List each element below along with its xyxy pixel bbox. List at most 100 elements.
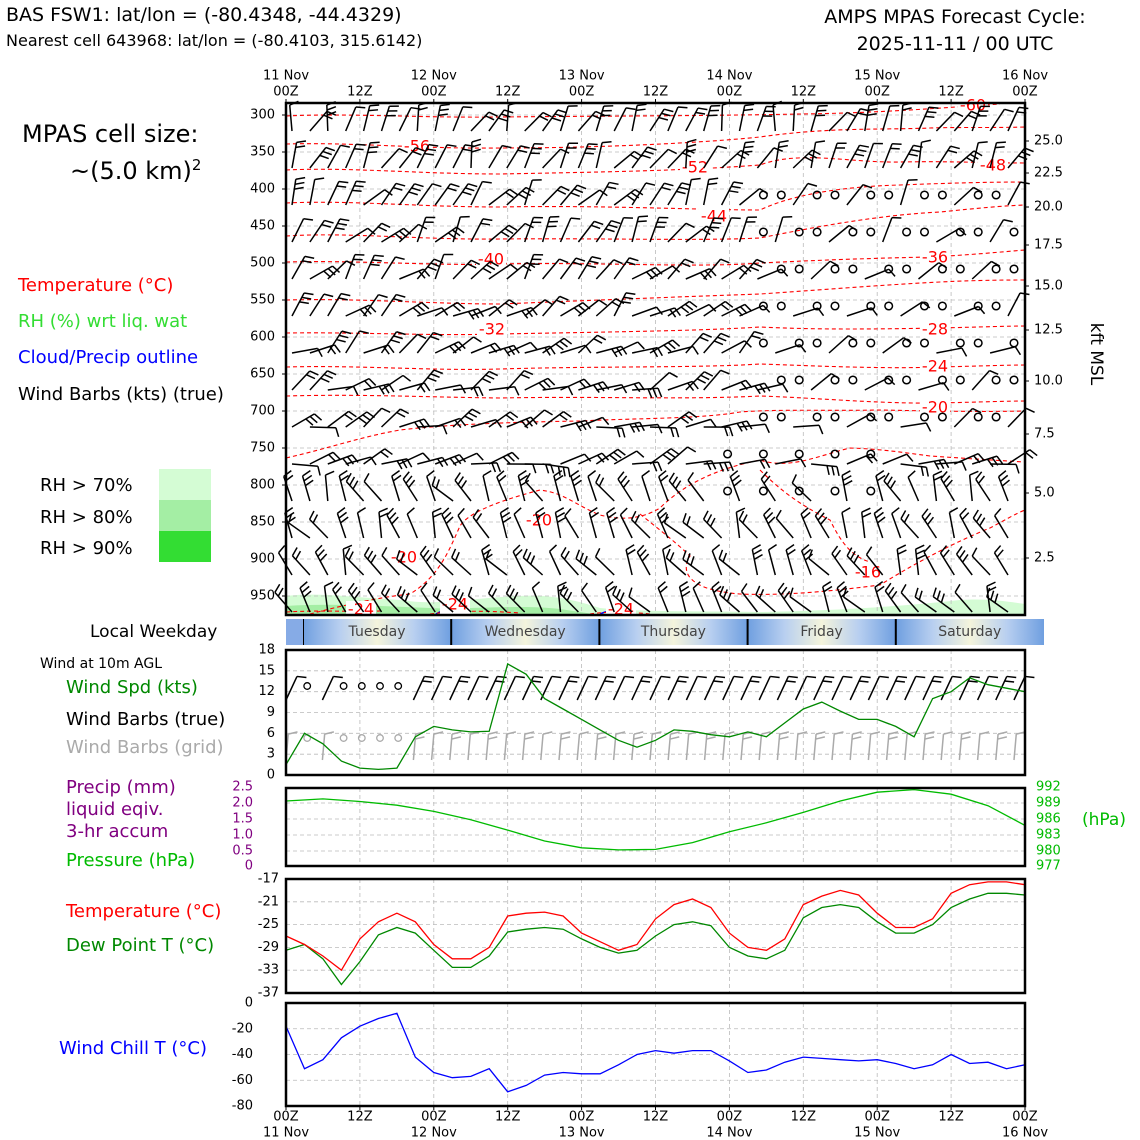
wind10m-grid-barb-flag bbox=[415, 736, 425, 740]
wind-barb-flag bbox=[662, 544, 672, 551]
wind-barb-flag bbox=[682, 513, 687, 523]
wind-barb-flag bbox=[655, 306, 664, 316]
wind-barb bbox=[739, 423, 766, 428]
wind10m-grid-barb-flag bbox=[797, 731, 808, 735]
wind-barb-flag bbox=[663, 108, 674, 113]
wind10m-grid-barb-flag bbox=[815, 736, 826, 740]
wind-barb-flag bbox=[994, 508, 1002, 517]
wind-barb-flag bbox=[327, 268, 336, 276]
wind-barb-flag bbox=[700, 374, 710, 381]
wind-barb bbox=[662, 549, 669, 576]
wind-barb-flag bbox=[709, 517, 716, 527]
weekday-label: Local Weekday bbox=[90, 622, 218, 642]
rh-70-swatch bbox=[159, 469, 211, 500]
wind-barb-flag bbox=[357, 507, 366, 514]
wind10m-grid-barb-flag bbox=[633, 736, 644, 740]
wind-barb bbox=[755, 594, 776, 613]
wind-barb bbox=[327, 181, 340, 206]
wind-barb-flag bbox=[925, 467, 929, 477]
wind-barb-flag bbox=[454, 551, 460, 562]
wind-barb bbox=[940, 478, 955, 502]
wind-barb bbox=[658, 476, 669, 502]
wind-barb-flag bbox=[326, 105, 337, 111]
wind-barb bbox=[772, 105, 777, 132]
wind-barb-flag bbox=[432, 586, 438, 596]
wind-barb-flag bbox=[521, 190, 531, 197]
wind-barb bbox=[344, 555, 365, 576]
wind-barb-flag bbox=[572, 261, 583, 266]
wind-barb-flag bbox=[800, 458, 807, 468]
wind-barb bbox=[560, 453, 585, 465]
wind-barb-flag bbox=[517, 149, 528, 153]
wind10m-grid-barb-flag bbox=[487, 736, 498, 740]
contour-label-bg bbox=[476, 251, 506, 269]
wind-barb-flag bbox=[467, 183, 478, 188]
wind-barb-flag bbox=[883, 472, 890, 482]
wind10m-barb-flag bbox=[733, 675, 744, 679]
wind-barb bbox=[381, 555, 400, 576]
wind-barb-flag bbox=[602, 140, 612, 144]
wind-barb bbox=[291, 256, 306, 280]
wind-barb-flag bbox=[846, 547, 853, 557]
wind-barb-flag bbox=[398, 148, 408, 154]
wind-barb-flag bbox=[566, 591, 573, 601]
wind-barb-flag bbox=[584, 453, 592, 462]
wind-barb-flag bbox=[782, 383, 789, 393]
wind-barb-flag bbox=[431, 476, 436, 486]
wind10m-grid-barb bbox=[430, 734, 435, 761]
wind-barb-flag bbox=[514, 548, 523, 557]
wind-barb-flag bbox=[657, 387, 663, 398]
wind-barb bbox=[560, 302, 584, 317]
wind-barb-flag bbox=[597, 382, 605, 392]
temperature-contour bbox=[285, 204, 1026, 240]
weekday-band bbox=[303, 619, 452, 645]
forecast-cycle-date: 2025-11-11 / 00 UTC bbox=[856, 33, 1054, 55]
wind-barb-flag bbox=[303, 474, 313, 482]
wind-barb bbox=[720, 181, 735, 206]
wind10m-barb-flag bbox=[751, 675, 762, 679]
contour-label-bg bbox=[920, 321, 950, 339]
windchill-y-tick-label: -60 bbox=[232, 1073, 253, 1088]
wind-barb bbox=[735, 512, 741, 539]
bottom-time-tick-label: 12Z bbox=[347, 1110, 373, 1125]
wind-barb bbox=[789, 596, 812, 613]
wind-barb bbox=[993, 515, 1009, 539]
wind-barb-flag bbox=[996, 455, 1004, 465]
wind-barb bbox=[309, 426, 336, 429]
dewpoint-line bbox=[285, 892, 1026, 986]
wind-barb bbox=[291, 179, 297, 206]
wind-barb-flag bbox=[996, 549, 1004, 558]
wind-barb bbox=[327, 260, 348, 280]
wind-barb-flag bbox=[411, 187, 421, 192]
wind-barb-flag bbox=[823, 585, 833, 593]
wind-barb-flag bbox=[621, 300, 631, 304]
wind-barb-flag bbox=[831, 465, 835, 476]
wind-barb-flag bbox=[785, 544, 795, 551]
wind-barb bbox=[291, 413, 315, 428]
wind-barb-flag bbox=[807, 182, 818, 187]
wind-barb-flag bbox=[340, 474, 349, 482]
wind-barb bbox=[720, 104, 724, 132]
subtitle-left: Nearest cell 643968: lat/lon = (-80.4103… bbox=[6, 31, 423, 50]
wind-barb-flag bbox=[903, 513, 910, 523]
wind-barb-flag bbox=[849, 550, 856, 560]
contour-label-bg bbox=[978, 157, 1008, 175]
wind-barb-flag bbox=[722, 589, 728, 599]
wind-barb-flag bbox=[517, 470, 527, 477]
wind10m-barb-flag bbox=[970, 675, 980, 679]
wind-barb bbox=[595, 556, 615, 576]
wind-barb-flag bbox=[395, 293, 406, 298]
wind-barb bbox=[452, 183, 469, 206]
bottom-time-tick-label: 00Z bbox=[1012, 1110, 1038, 1125]
wind-barb-flag bbox=[1004, 108, 1014, 113]
wind-barb bbox=[595, 482, 615, 502]
wind-barb-flag bbox=[723, 426, 729, 437]
wind-barb-flag bbox=[995, 146, 1005, 149]
wind10m-barb bbox=[685, 676, 699, 701]
wind10m-barb-flag bbox=[569, 675, 580, 679]
wind-barb-flag bbox=[977, 453, 986, 462]
pressure-line bbox=[285, 788, 1026, 851]
calm-wind-circle bbox=[339, 682, 348, 690]
wind-barb-flag bbox=[419, 545, 427, 555]
wind-barb bbox=[431, 484, 454, 502]
